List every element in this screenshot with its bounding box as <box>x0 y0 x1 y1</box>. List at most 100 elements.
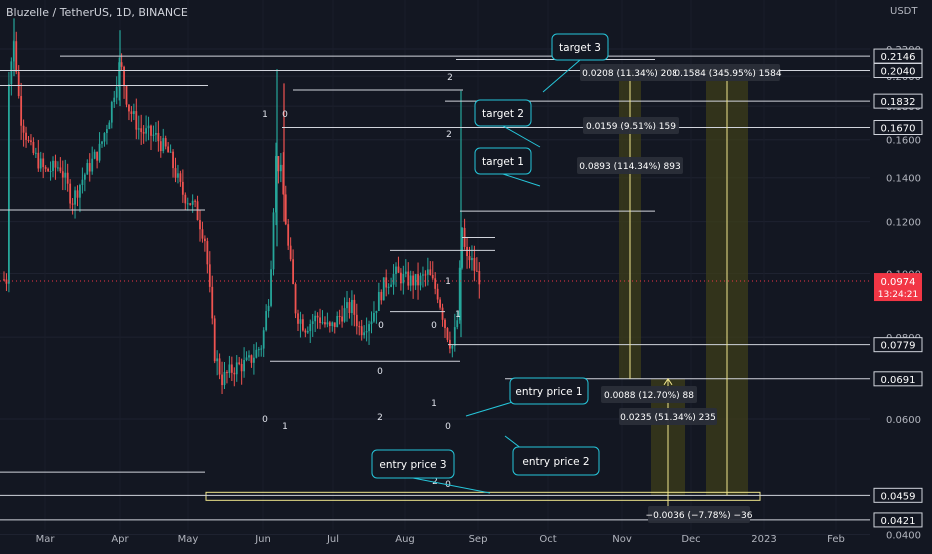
measure-label-box <box>577 157 683 174</box>
candle-body <box>385 277 388 288</box>
pivot-mark: 2 <box>446 130 452 140</box>
price-label: 0.2040 <box>881 67 916 78</box>
candle-body <box>79 185 81 198</box>
candle-body <box>321 322 324 324</box>
candle-body <box>377 291 380 311</box>
time-tick-label: Jun <box>254 534 271 545</box>
pivot-mark: 2 <box>447 73 453 83</box>
candle-body <box>311 321 314 324</box>
candle-body <box>110 101 113 123</box>
candle-body <box>267 305 270 312</box>
candle-body <box>456 320 459 328</box>
price-label-box <box>873 63 923 79</box>
candle-body <box>260 348 263 350</box>
price-label: 0.0779 <box>881 341 916 352</box>
candle-body <box>88 163 91 172</box>
time-tick-label: May <box>178 534 199 545</box>
callout-pointer <box>502 125 541 148</box>
candle-body <box>382 277 385 301</box>
candle-body <box>179 173 182 182</box>
candle-body <box>123 66 125 87</box>
candle-body <box>238 362 241 364</box>
pivot-mark: 2 <box>377 413 383 423</box>
candle-body <box>221 374 223 386</box>
pivot-mark: 1 <box>262 110 268 120</box>
candle-body <box>466 246 468 257</box>
candle-body <box>414 274 417 286</box>
candle-body <box>257 349 260 351</box>
measure-label-box <box>648 506 750 523</box>
candle-body <box>400 272 402 284</box>
candle-body <box>49 170 52 172</box>
time-tick-label: Dec <box>681 534 700 545</box>
candle-body <box>91 158 94 172</box>
candle-body <box>120 62 123 67</box>
candle-body <box>186 203 189 205</box>
candle-body <box>194 200 196 202</box>
price-axis[interactable]: 0.22000.20000.18000.16000.14000.12000.10… <box>873 45 923 542</box>
candle-body <box>218 358 221 375</box>
candles[interactable] <box>3 18 481 395</box>
candle-body <box>22 125 25 133</box>
candle-body <box>118 62 121 87</box>
candle-body <box>130 111 133 114</box>
candle-body <box>15 41 18 72</box>
candle-body <box>69 183 72 204</box>
candle-body <box>272 212 275 270</box>
candle-body <box>475 270 478 272</box>
candle-body <box>199 220 201 230</box>
candle-body <box>387 286 390 288</box>
measure-label-box <box>583 117 679 134</box>
candle-body <box>181 181 184 195</box>
candle-body <box>167 146 170 153</box>
candle-body <box>81 179 84 186</box>
candle-body <box>277 156 280 172</box>
measure-label-box <box>619 408 717 425</box>
callouts[interactable]: target 3 target 2 target 1 entry price 1 ent… <box>371 33 609 494</box>
candle-body <box>150 125 152 136</box>
candle-body <box>76 190 79 198</box>
candle-body <box>404 271 407 274</box>
candle-body <box>172 151 174 169</box>
symbol-name: Bluzelle / TetherUS <box>6 6 109 19</box>
symbol-header: Bluzelle / TetherUS, 1D, BINANCE <box>6 6 188 19</box>
callout-label: target 3 <box>559 42 601 54</box>
candle-body <box>297 313 299 324</box>
measure-label: 0.0208 (11.34%) 208 <box>582 69 678 79</box>
candle-body <box>135 111 138 130</box>
candle-body <box>27 139 30 141</box>
candle-body <box>390 284 392 287</box>
candle-body <box>201 229 204 239</box>
candle-body <box>471 257 473 261</box>
candle-body <box>17 71 20 97</box>
candle-body <box>47 168 49 172</box>
candle-body <box>473 257 476 271</box>
candle-body <box>316 315 319 318</box>
candle-body <box>253 357 255 363</box>
candle-body <box>86 163 89 175</box>
candle-body <box>20 96 23 126</box>
candle-body <box>37 152 40 169</box>
candle-body <box>248 355 250 358</box>
pivot-mark: 1 <box>282 422 288 432</box>
candle-body <box>314 315 317 322</box>
candle-body <box>444 319 446 329</box>
time-axis[interactable]: Mar Apr May Jun Jul Aug Sep Oct Nov Dec 2023 Feb <box>36 534 845 545</box>
candle-body <box>355 314 358 327</box>
candle-body <box>341 316 343 322</box>
candle-body <box>417 274 419 286</box>
pivot-mark: 0 <box>445 422 451 432</box>
price-tick-label: 0.0600 <box>886 415 921 426</box>
arrow-head <box>663 377 673 386</box>
candle-body <box>128 104 130 112</box>
candle-body <box>434 278 437 289</box>
candle-body <box>279 164 282 172</box>
callout-label: target 1 <box>482 156 524 168</box>
candle-body <box>226 371 228 374</box>
candle-body <box>458 267 461 321</box>
candle-body <box>255 349 258 358</box>
candle-body <box>306 331 309 333</box>
